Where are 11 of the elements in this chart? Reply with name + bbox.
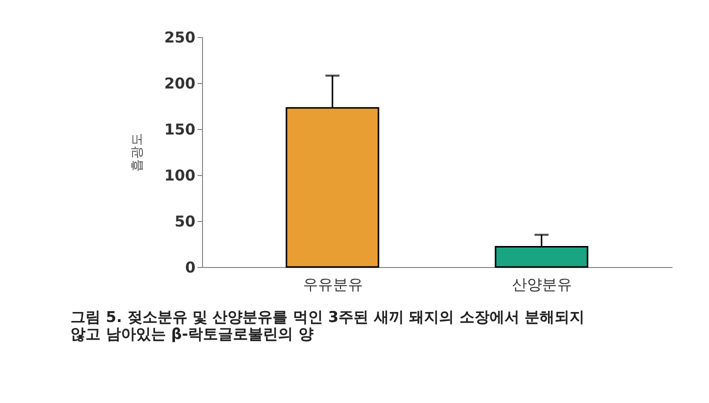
y-tick-label: 200: [164, 74, 196, 92]
y-tick-label: 50: [174, 212, 196, 230]
y-tick-label: 0: [185, 258, 196, 276]
x-tick-label: 산양분유: [512, 276, 572, 294]
y-tick-label: 250: [164, 28, 196, 46]
y-axis-title: 흡광도: [130, 133, 146, 172]
y-tick-label: 150: [164, 120, 196, 138]
y-tick-label: 100: [164, 166, 196, 184]
text: 않고 남아있는 β-락토글로불린의 양: [70, 325, 314, 343]
text: 그림 5. 젖소분유 및 산양분유를 먹인 3주된 새끼 돼지의 소장에서 분해되지: [70, 308, 584, 326]
x-tick-label: 우유분유: [302, 276, 363, 294]
